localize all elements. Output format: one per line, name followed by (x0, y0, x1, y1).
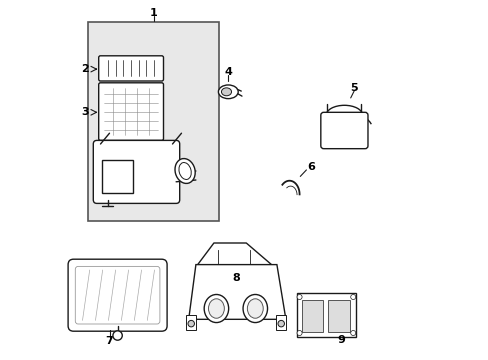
Ellipse shape (221, 88, 231, 96)
Bar (102, 160, 133, 193)
Circle shape (277, 320, 284, 327)
Circle shape (296, 330, 302, 336)
Ellipse shape (218, 85, 238, 99)
Bar (296, 293, 355, 337)
FancyBboxPatch shape (320, 112, 367, 149)
Bar (327, 300, 349, 332)
Ellipse shape (175, 158, 195, 184)
Bar (301, 300, 322, 332)
FancyBboxPatch shape (99, 83, 163, 140)
Text: 6: 6 (306, 162, 314, 172)
Text: 8: 8 (232, 273, 240, 283)
Circle shape (350, 294, 355, 300)
Ellipse shape (204, 294, 228, 323)
FancyBboxPatch shape (99, 56, 163, 81)
FancyBboxPatch shape (93, 140, 179, 203)
Circle shape (350, 330, 355, 336)
Ellipse shape (179, 162, 191, 180)
FancyBboxPatch shape (88, 22, 219, 221)
Circle shape (296, 294, 302, 300)
Text: 4: 4 (224, 67, 232, 77)
Text: 1: 1 (150, 8, 157, 18)
Bar (186, 315, 196, 330)
Ellipse shape (243, 294, 267, 323)
Text: 2: 2 (81, 64, 89, 74)
Circle shape (187, 320, 194, 327)
Text: 7: 7 (105, 336, 113, 346)
Ellipse shape (247, 299, 263, 318)
Circle shape (113, 331, 122, 340)
Bar (276, 315, 285, 330)
Ellipse shape (208, 299, 224, 318)
Text: 9: 9 (336, 335, 344, 345)
Polygon shape (188, 265, 285, 319)
Text: 3: 3 (81, 107, 89, 117)
FancyBboxPatch shape (68, 259, 167, 331)
Text: 5: 5 (350, 83, 357, 93)
